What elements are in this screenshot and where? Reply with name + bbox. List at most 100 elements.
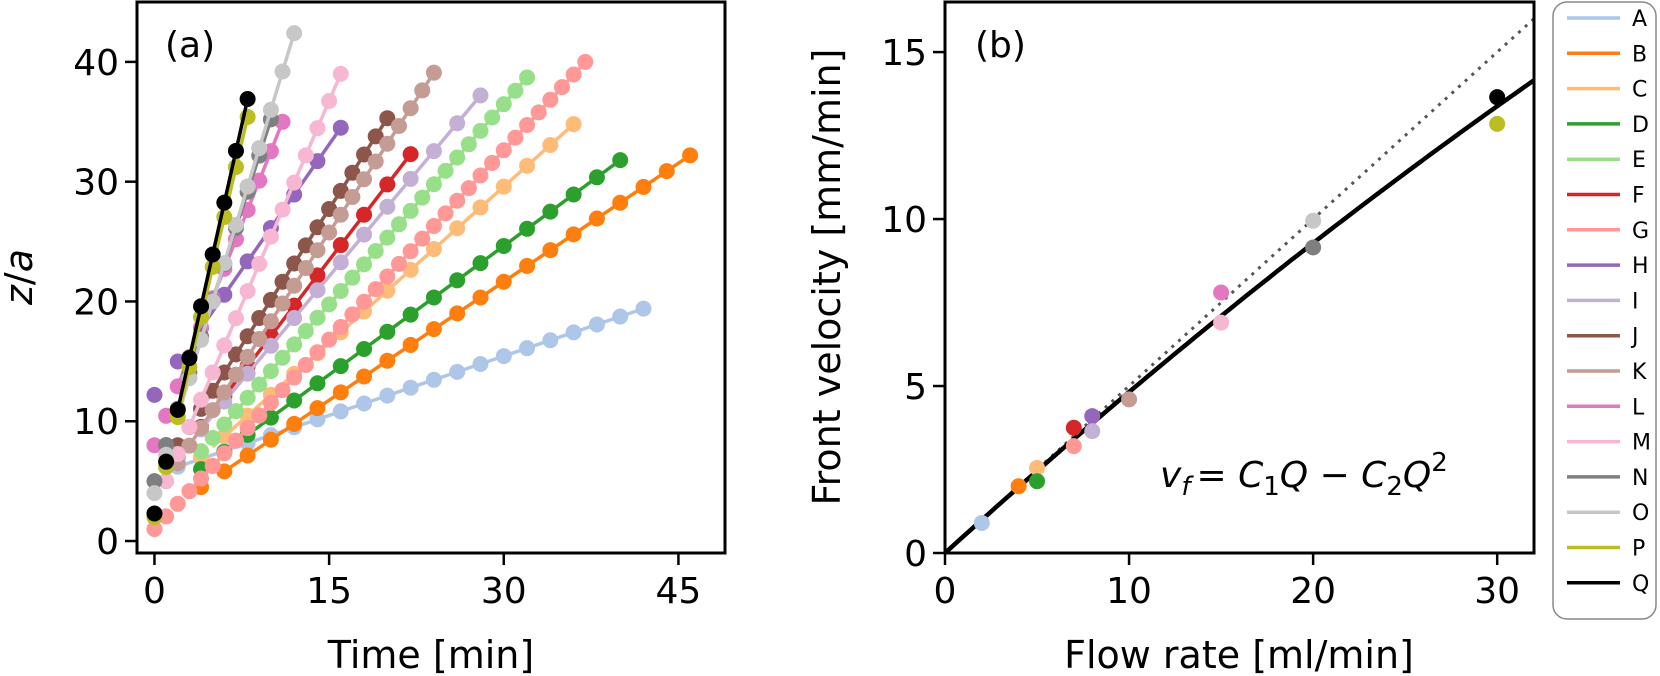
data-point-d (309, 375, 326, 392)
data-point-e (204, 429, 221, 446)
panel-a-x-tick-label: 45 (656, 571, 702, 612)
panel-a-y-axis-label-var: z (0, 284, 41, 306)
data-point-q (169, 401, 186, 418)
legend-label-g: G (1632, 219, 1649, 244)
data-point-a (565, 324, 582, 341)
data-point-o (262, 101, 279, 118)
data-point-q (239, 91, 256, 108)
data-point-j (379, 110, 396, 127)
legend-label-l: L (1632, 395, 1645, 420)
data-point-g (367, 281, 384, 298)
legend-label-k: K (1632, 360, 1647, 385)
data-point-g (274, 382, 291, 399)
series-o (146, 25, 303, 502)
data-point-e (402, 202, 419, 219)
data-point-k (239, 348, 256, 365)
data-point-b (425, 321, 442, 338)
data-point-d (472, 255, 489, 272)
data-point-g (251, 407, 268, 424)
panel-a-y-tick-label: 30 (73, 163, 119, 204)
data-point-g (169, 495, 186, 512)
data-point-l (146, 437, 163, 454)
data-point-k (379, 135, 396, 152)
data-point-b (332, 384, 349, 401)
data-point-k (390, 117, 407, 134)
data-point-g (344, 306, 361, 323)
data-point-k (251, 331, 268, 348)
data-point-a (519, 340, 536, 357)
data-point-d (425, 289, 442, 306)
data-point-i (356, 226, 373, 243)
data-point-k (344, 188, 361, 205)
data-point-m (274, 201, 291, 218)
data-point-d (402, 306, 419, 323)
data-point-q (158, 453, 175, 470)
data-point-e (367, 242, 384, 259)
series-g (146, 53, 594, 538)
data-point-e (414, 189, 431, 206)
data-point-e (309, 309, 326, 326)
data-point-m (193, 391, 210, 408)
fit-line-k (187, 71, 436, 447)
eq-q1: Q (1280, 455, 1308, 496)
legend-label-n: N (1632, 466, 1648, 491)
data-point-d (356, 340, 373, 357)
data-point-a (588, 316, 605, 333)
panel-b-y-tick-label: 0 (904, 534, 927, 575)
panel-a-x-tick-label: 0 (143, 571, 166, 612)
legend-label-f: F (1632, 184, 1645, 209)
panel-b-y-tick-label: 10 (881, 200, 927, 241)
data-point-c (449, 220, 466, 237)
data-point-q (227, 142, 244, 159)
data-point-o (239, 178, 256, 195)
velocity-point-b (1010, 478, 1027, 495)
series-i (169, 87, 489, 466)
series-a (169, 300, 652, 475)
data-point-i (472, 87, 489, 104)
velocity-point-g (1065, 438, 1082, 455)
fit-equation-annotation: vf = C1Q − C2Q2 (1160, 448, 1448, 502)
panel-b-x-tick-label: 10 (1106, 571, 1152, 612)
eq-lhs-sub: f (1181, 472, 1194, 502)
data-point-g (216, 445, 233, 462)
data-point-b (402, 336, 419, 353)
data-point-d (449, 272, 466, 289)
data-point-b (495, 273, 512, 290)
data-point-e (437, 162, 454, 179)
panel-b-x-axis-label: Flow rate [ml/min] (1064, 633, 1414, 676)
panel-a-y-tick-label: 0 (96, 522, 119, 563)
data-point-e (472, 122, 489, 139)
data-point-a (425, 371, 442, 388)
series-m (158, 65, 349, 490)
data-point-b (658, 163, 675, 180)
data-point-e (262, 363, 279, 380)
data-point-g (542, 91, 559, 108)
panel-a-y-axis-label-sep: / (0, 272, 41, 285)
panel-a-y-axis-label: z/a (0, 249, 41, 306)
panel-b-y-tick-label: 15 (881, 33, 927, 74)
panel-b-label: (b) (975, 25, 1026, 66)
velocity-point-m (1213, 314, 1230, 331)
legend-label-a: A (1632, 7, 1647, 32)
data-point-k (181, 437, 198, 454)
data-point-e (239, 389, 256, 406)
data-point-m (332, 65, 349, 82)
data-point-e (356, 256, 373, 273)
data-point-b (379, 352, 396, 369)
panel-b-x-tick-label: 20 (1290, 571, 1336, 612)
data-point-e (344, 269, 361, 286)
data-point-m (204, 364, 221, 381)
data-point-o (251, 140, 268, 157)
data-point-m (216, 337, 233, 354)
data-point-e (332, 283, 349, 300)
data-point-f (402, 146, 419, 163)
data-point-k (193, 419, 210, 436)
data-point-e (425, 176, 442, 193)
data-point-g (239, 420, 256, 437)
velocity-point-h (1084, 408, 1101, 425)
panel-a-plot-area (146, 25, 699, 538)
legend-label-o: O (1632, 501, 1649, 526)
data-point-k (227, 366, 244, 383)
legend-label-d: D (1632, 113, 1649, 138)
